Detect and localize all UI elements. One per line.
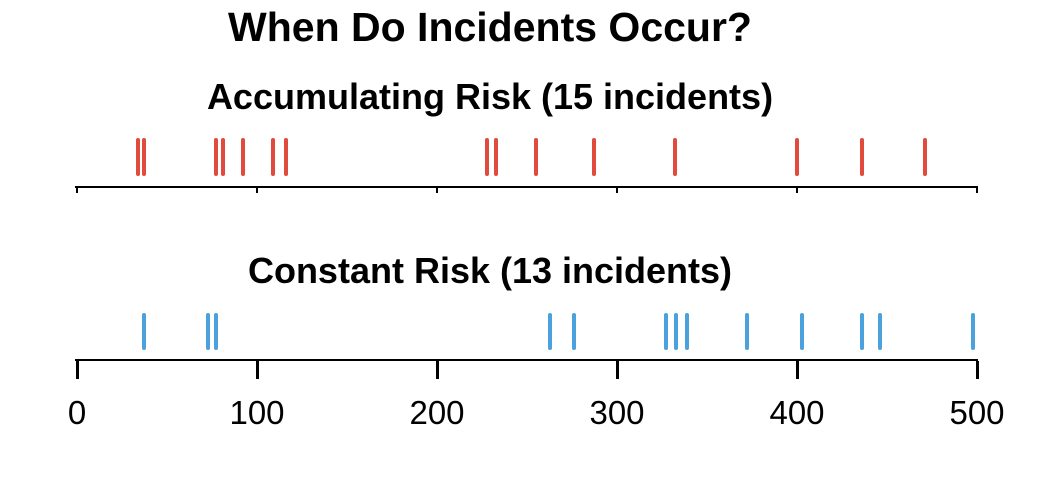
incident-tick — [206, 313, 210, 350]
x-tick-label: 100 — [229, 394, 285, 431]
x-tick-label: 500 — [949, 394, 1005, 431]
incident-tick — [795, 138, 799, 176]
x-axis-major-tick — [976, 361, 979, 379]
x-axis-minor-tick — [796, 188, 798, 193]
incident-tick — [800, 313, 804, 350]
x-axis-major-tick — [436, 361, 439, 379]
x-tick-label: 200 — [409, 394, 465, 431]
incident-tick — [214, 313, 218, 350]
incident-tick — [971, 313, 975, 350]
rug-accumulating-risk — [0, 138, 1046, 176]
chart-title: When Do Incidents Occur? — [228, 4, 752, 50]
incident-tick — [673, 138, 677, 176]
incident-tick — [494, 138, 498, 176]
x-axis-major-tick — [76, 361, 79, 379]
x-tick-label: 300 — [589, 394, 645, 431]
incident-tick — [241, 138, 245, 176]
x-axis-major-tick — [616, 361, 619, 379]
x-tick-label: 0 — [67, 394, 87, 431]
incident-tick — [534, 138, 538, 176]
x-axis-minor-tick — [76, 188, 78, 193]
incident-tick — [485, 138, 489, 176]
incident-tick — [142, 138, 146, 176]
incident-tick — [860, 313, 864, 350]
incident-tick — [745, 313, 749, 350]
x-axis-line-bottom — [75, 359, 978, 361]
x-axis-minor-tick — [256, 188, 258, 193]
incident-tick — [271, 138, 275, 176]
x-axis-minor-tick — [616, 188, 618, 193]
x-axis-major-tick — [796, 361, 799, 379]
incident-tick — [664, 313, 668, 350]
incident-tick — [284, 138, 288, 176]
incident-tick — [685, 313, 689, 350]
incident-tick — [860, 138, 864, 176]
incident-tick — [923, 138, 927, 176]
x-axis-minor-tick — [976, 188, 978, 193]
panel-title-constant-risk: Constant Risk (13 incidents) — [247, 250, 733, 291]
incident-tick — [572, 313, 576, 350]
x-axis-minor-tick — [436, 188, 438, 193]
incident-tick — [674, 313, 678, 350]
incident-tick — [548, 313, 552, 350]
x-tick-label: 400 — [769, 394, 825, 431]
incident-tick — [214, 138, 218, 176]
incident-tick — [878, 313, 882, 350]
x-axis-line-top — [75, 186, 978, 188]
incident-tick — [136, 138, 140, 176]
x-axis-major-tick — [256, 361, 259, 379]
panel-title-accumulating-risk: Accumulating Risk (15 incidents) — [206, 76, 774, 117]
incident-tick — [592, 138, 596, 176]
incident-tick — [221, 138, 225, 176]
rug-constant-risk — [0, 313, 1046, 350]
incident-tick — [142, 313, 146, 350]
